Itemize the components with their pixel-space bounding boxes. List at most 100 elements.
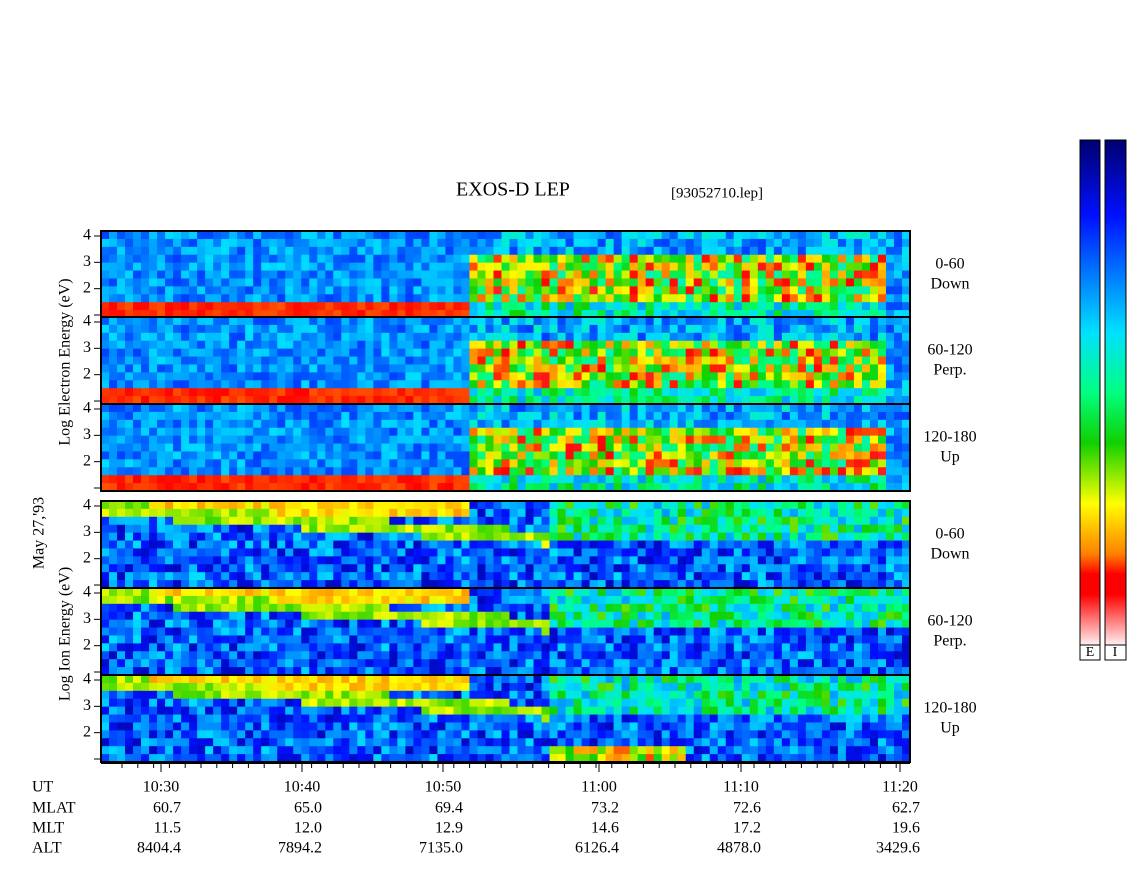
- spectrogram-cell: [645, 286, 655, 295]
- spectrogram-cell: [509, 317, 519, 326]
- spectrogram-cell: [645, 508, 655, 518]
- spectrogram-cell: [325, 435, 334, 445]
- spectrogram-cell: [573, 348, 583, 358]
- spectrogram-cell: [517, 356, 527, 366]
- spectrogram-cell: [653, 364, 663, 373]
- spectrogram-cell: [373, 643, 382, 652]
- spectrogram-cell: [429, 246, 439, 256]
- spectrogram-cell: [269, 467, 278, 476]
- spectrogram-cell: [301, 508, 310, 518]
- spectrogram-cell: [869, 467, 879, 476]
- spectrogram-cell: [181, 356, 190, 366]
- spectrogram-cell: [221, 467, 230, 476]
- spectrogram-cell: [661, 435, 671, 445]
- spectrogram-cell: [653, 580, 663, 589]
- spectrogram-cell: [357, 651, 366, 660]
- spectrogram-cell: [597, 580, 607, 589]
- spectrogram-cell: [389, 483, 398, 492]
- spectrogram-cell: [373, 238, 382, 248]
- spectrogram-cell: [597, 317, 607, 326]
- spectrogram-cell: [629, 411, 639, 421]
- spectrogram-cell: [437, 643, 447, 652]
- spectrogram-cell: [309, 501, 318, 510]
- spectrogram-cell: [629, 516, 639, 526]
- spectrogram-cell: [749, 246, 759, 256]
- spectrogram-cell: [749, 516, 759, 526]
- spectrogram-cell: [397, 651, 406, 660]
- spectrogram-cell: [557, 254, 567, 264]
- spectrogram-cell: [509, 483, 519, 492]
- spectrogram-cell: [869, 475, 879, 484]
- spectrogram-cell: [605, 270, 615, 280]
- spectrogram-cell: [869, 564, 879, 573]
- spectrogram-cell: [237, 611, 246, 621]
- spectrogram-cell: [749, 475, 759, 484]
- spectrogram-cell: [421, 238, 431, 248]
- spectrogram-cell: [653, 475, 663, 484]
- spectrogram-cell: [357, 475, 366, 484]
- spectrogram-cell: [861, 262, 871, 272]
- spectrogram-cell: [397, 286, 406, 295]
- spectrogram-cell: [309, 643, 318, 652]
- spectrogram-cell: [277, 659, 286, 668]
- spectrogram-cell: [125, 580, 134, 589]
- spectrogram-cell: [885, 262, 895, 272]
- spectrogram-cell: [365, 603, 374, 613]
- spectrogram-cell: [805, 294, 815, 303]
- spectrogram-cell: [717, 246, 727, 256]
- spectrogram-cell: [837, 532, 847, 542]
- panel-angle: 120-180: [923, 429, 976, 446]
- spectrogram-cell: [365, 588, 374, 597]
- spectrogram-cell: [605, 324, 615, 334]
- spectrogram-cell: [469, 532, 479, 542]
- spectrogram-cell: [445, 556, 455, 565]
- spectrogram-cell: [653, 404, 663, 413]
- spectrogram-cell: [197, 603, 206, 613]
- spectrogram-cell: [237, 667, 246, 676]
- spectrogram-cell: [781, 348, 791, 358]
- spectrogram-cell: [277, 595, 286, 605]
- spectrogram-cell: [837, 443, 847, 453]
- spectrogram-cell: [253, 356, 262, 366]
- spectrogram-cell: [509, 286, 519, 295]
- spectrogram-cell: [333, 603, 342, 613]
- spectrogram-cell: [413, 603, 422, 613]
- spectrogram-cell: [293, 317, 302, 326]
- spectrogram-cell: [453, 595, 463, 605]
- spectrogram-cell: [165, 419, 174, 429]
- spectrogram-cell: [549, 451, 559, 460]
- spectrogram-cell: [557, 404, 567, 413]
- spectrogram-cell: [141, 459, 150, 468]
- spectrogram-cell: [437, 302, 447, 311]
- spectrogram-cell: [429, 294, 439, 303]
- spectrogram-cell: [213, 262, 222, 272]
- spectrogram-cell: [525, 459, 535, 468]
- spectrogram-cell: [653, 262, 663, 272]
- spectrogram-cell: [661, 364, 671, 373]
- spectrogram-cell: [365, 572, 374, 581]
- spectrogram-cell: [469, 238, 479, 248]
- spectrogram-cell: [221, 286, 230, 295]
- spectrogram-cell: [605, 278, 615, 287]
- spectrogram-cell: [389, 294, 398, 303]
- spectrogram-cell: [741, 443, 751, 453]
- spectrogram-cell: [453, 588, 463, 597]
- spectrogram-cell: [341, 364, 350, 373]
- spectrogram-cell: [101, 603, 110, 613]
- spectrogram-cell: [405, 508, 414, 518]
- spectrogram-cell: [869, 419, 879, 429]
- spectrogram-cell: [509, 451, 519, 460]
- spectrogram-cell: [621, 475, 631, 484]
- spectrogram-cell: [197, 627, 206, 637]
- spectrogram-cell: [125, 246, 134, 256]
- spectrogram-cell: [253, 595, 262, 605]
- spectrogram-cell: [653, 356, 663, 366]
- spectrogram-cell: [789, 324, 799, 334]
- spectrogram-cell: [341, 467, 350, 476]
- spectrogram-cell: [101, 286, 110, 295]
- spectrogram-cell: [301, 411, 310, 421]
- spectrogram-cell: [189, 540, 198, 550]
- spectrogram-cell: [373, 427, 382, 437]
- spectrogram-cell: [173, 659, 182, 668]
- spectrogram-cell: [621, 501, 631, 510]
